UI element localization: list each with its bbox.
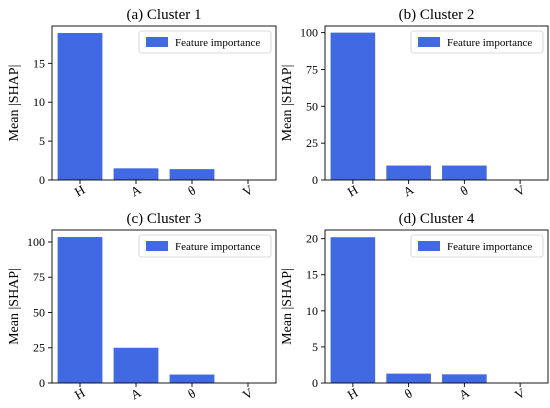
y-tick-label: 75	[306, 62, 318, 76]
bar-3-2	[113, 347, 159, 383]
y-tick-label: 100	[300, 26, 318, 40]
legend-swatch	[146, 241, 168, 251]
x-tick-label: A	[401, 181, 417, 199]
x-tick-label: A	[128, 384, 144, 402]
plot-frame	[324, 25, 549, 181]
y-tick-label: 25	[33, 341, 45, 355]
x-tick-label: V	[512, 181, 528, 199]
x-tick-label: H	[345, 182, 361, 200]
x-tick-label: θ	[458, 183, 471, 199]
chart-panel-4: 0 5 10 15 20 H θ A V (d) Cluster 4 Mean |SHAP| Feat…	[280, 211, 549, 403]
x-tick-label: H	[72, 385, 88, 403]
y-axis-label: Mean |SHAP|	[7, 268, 22, 345]
y-tick-label: 25	[306, 136, 318, 150]
legend: Feature importance	[410, 30, 544, 54]
y-tick-label: 0	[312, 376, 318, 390]
legend-swatch	[418, 241, 440, 251]
x-tick-label: V	[240, 384, 256, 402]
y-tick-label: 5	[312, 340, 318, 354]
chart-title: (d) Cluster 4	[399, 211, 475, 227]
bar-3-3	[169, 374, 215, 383]
legend-label: Feature importance	[447, 241, 532, 253]
y-axis-label: Mean |SHAP|	[280, 65, 295, 142]
bar-2-3	[442, 165, 487, 180]
x-tick-label: θ	[185, 386, 198, 402]
plot-frame	[51, 229, 277, 384]
y-tick-label: 5	[39, 134, 45, 148]
y-tick-label: 100	[27, 235, 45, 249]
legend: Feature importance	[410, 234, 544, 258]
legend: Feature importance	[138, 234, 272, 258]
bar-2-2	[386, 165, 431, 180]
x-tick-label: θ	[402, 386, 415, 402]
chart-title: (b) Cluster 2	[399, 7, 475, 23]
y-tick-label: 50	[306, 99, 318, 113]
x-tick-label: V	[240, 181, 256, 199]
legend-box	[138, 30, 272, 54]
bar-1-3	[169, 169, 215, 180]
x-tick-label: A	[128, 181, 144, 199]
y-tick-label: 10	[306, 304, 318, 318]
y-tick-label: 75	[33, 270, 45, 284]
legend: Feature importance	[138, 30, 272, 54]
bar-1-1	[57, 33, 103, 180]
plot-frame	[324, 229, 549, 384]
legend-label: Feature importance	[175, 241, 260, 253]
bar-2-1	[330, 32, 376, 180]
y-tick-label: 10	[33, 95, 45, 109]
y-tick-label: 15	[306, 268, 318, 282]
y-tick-label: 0	[39, 376, 45, 390]
y-tick-label: 15	[33, 56, 45, 70]
bar-4-1	[330, 237, 376, 383]
legend-label: Feature importance	[447, 37, 532, 49]
bar-4-2	[386, 373, 431, 383]
y-tick-label: 20	[306, 232, 318, 246]
x-tick-label: A	[456, 384, 472, 402]
legend-swatch	[418, 37, 440, 47]
x-tick-label: H	[72, 182, 88, 200]
bar-4-3	[442, 374, 487, 383]
legend-box	[138, 234, 272, 258]
legend-box	[410, 234, 544, 258]
x-tick-label: θ	[185, 183, 198, 199]
y-tick-label: 0	[39, 173, 45, 187]
x-tick-label: V	[512, 384, 528, 402]
chart-title: (a) Cluster 1	[127, 7, 202, 23]
x-tick-label: H	[345, 385, 361, 403]
y-axis-label: Mean |SHAP|	[280, 268, 295, 345]
bar-1-2	[113, 168, 159, 180]
y-axis-label: Mean |SHAP|	[7, 65, 22, 142]
plot-frame	[51, 25, 277, 181]
bar-3-1	[57, 237, 103, 383]
legend-swatch	[146, 37, 168, 47]
legend-label: Feature importance	[175, 37, 260, 49]
y-tick-label: 50	[33, 305, 45, 319]
chart-title: (c) Cluster 3	[127, 211, 202, 227]
legend-box	[410, 30, 544, 54]
y-tick-label: 0	[312, 173, 318, 187]
